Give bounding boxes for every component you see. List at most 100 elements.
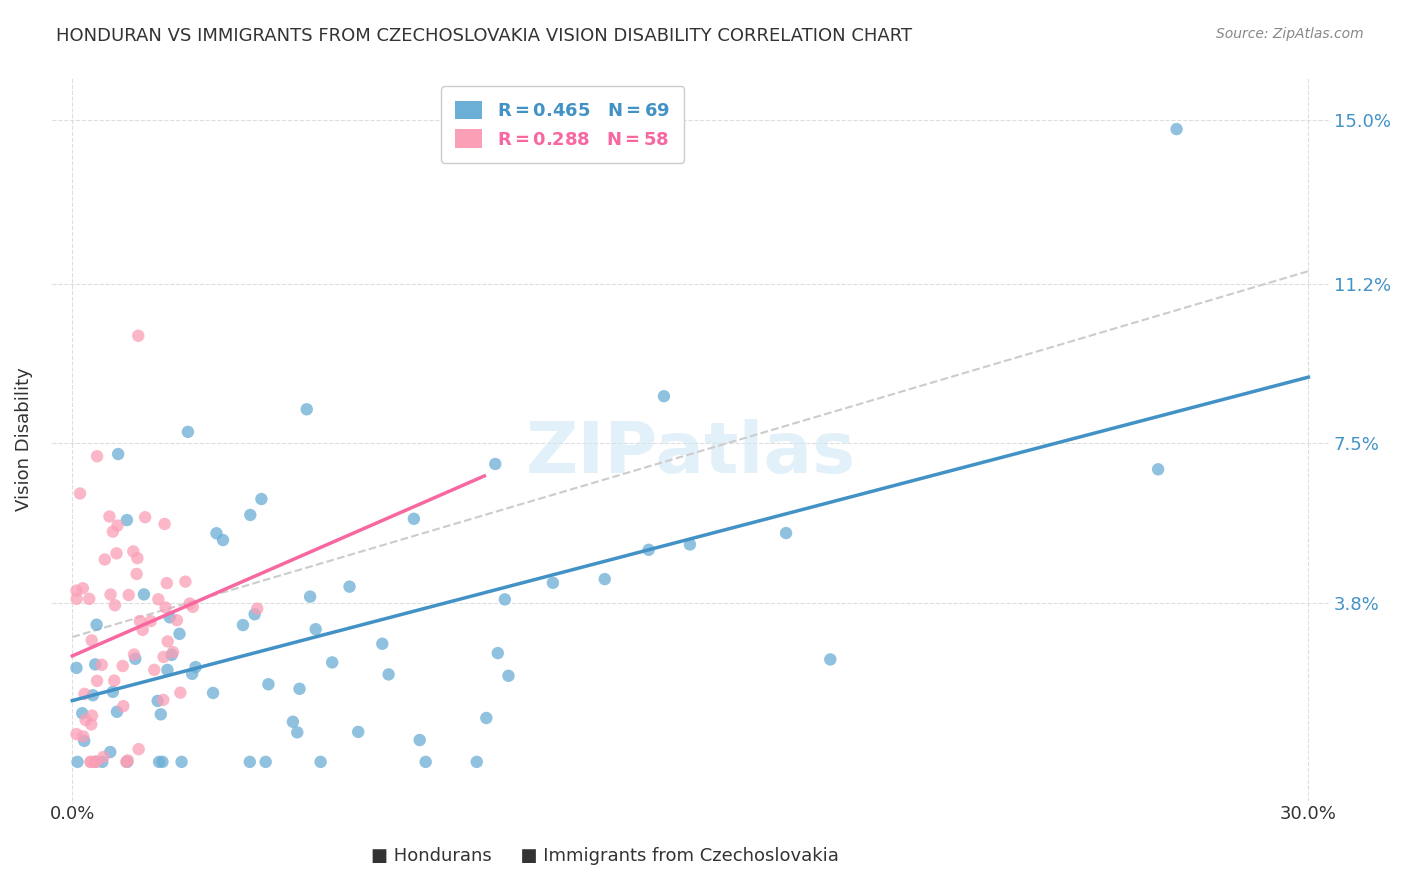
Immigrants from Czechoslovakia [169,686,191,700]
Immigrants from Czechoslovakia [153,516,176,531]
Hondurans [86,617,108,632]
Immigrants from Czechoslovakia [128,742,150,756]
Immigrants from Czechoslovakia [80,633,103,648]
Immigrants from Czechoslovakia [75,713,97,727]
Hondurans [820,652,842,666]
Hondurans [84,755,107,769]
Immigrants from Czechoslovakia [105,546,128,560]
Immigrants from Czechoslovakia [80,755,103,769]
Hondurans [257,677,280,691]
Immigrants from Czechoslovakia [69,486,91,500]
Immigrants from Czechoslovakia [111,659,134,673]
Hondurans [152,755,174,769]
Immigrants from Czechoslovakia [246,601,269,615]
Immigrants from Czechoslovakia [100,587,122,601]
Hondurans [484,457,506,471]
Immigrants from Czechoslovakia [152,693,174,707]
Hondurans [486,646,509,660]
Immigrants from Czechoslovakia [117,753,139,767]
Hondurans [402,512,425,526]
Immigrants from Czechoslovakia [125,566,148,581]
Immigrants from Czechoslovakia [152,649,174,664]
Immigrants from Czechoslovakia [115,755,138,769]
Hondurans [82,688,104,702]
Hondurans [254,755,277,769]
Hondurans [305,622,328,636]
Immigrants from Czechoslovakia [118,588,141,602]
Immigrants from Czechoslovakia [112,699,135,714]
Immigrants from Czechoslovakia [77,591,100,606]
Hondurans [146,694,169,708]
Immigrants from Czechoslovakia [65,583,87,598]
Hondurans [159,610,181,624]
Immigrants from Czechoslovakia [86,673,108,688]
Text: ■ Hondurans     ■ Immigrants from Czechoslovakia: ■ Hondurans ■ Immigrants from Czechoslov… [371,847,838,865]
Hondurans [177,425,200,439]
Immigrants from Czechoslovakia [98,509,121,524]
Immigrants from Czechoslovakia [72,730,94,744]
Immigrants from Czechoslovakia [179,597,201,611]
Hondurans [149,707,172,722]
Text: Source: ZipAtlas.com: Source: ZipAtlas.com [1216,27,1364,41]
Hondurans [212,533,235,547]
Hondurans [239,755,262,769]
Immigrants from Czechoslovakia [84,755,107,769]
Hondurans [347,725,370,739]
Immigrants from Czechoslovakia [104,599,127,613]
Immigrants from Czechoslovakia [162,645,184,659]
Hondurans [309,755,332,769]
Hondurans [637,542,659,557]
Immigrants from Czechoslovakia [80,708,103,723]
Text: HONDURAN VS IMMIGRANTS FROM CZECHOSLOVAKIA VISION DISABILITY CORRELATION CHART: HONDURAN VS IMMIGRANTS FROM CZECHOSLOVAK… [56,27,912,45]
Immigrants from Czechoslovakia [93,750,115,764]
Hondurans [652,389,675,403]
Hondurans [239,508,262,522]
Hondurans [98,745,121,759]
Hondurans [115,513,138,527]
Hondurans [679,537,702,551]
Hondurans [415,755,437,769]
Immigrants from Czechoslovakia [174,574,197,589]
Hondurans [202,686,225,700]
Hondurans [339,580,361,594]
Hondurans [494,592,516,607]
Hondurans [1166,122,1188,136]
Immigrants from Czechoslovakia [134,510,156,524]
Immigrants from Czechoslovakia [73,687,96,701]
Hondurans [160,648,183,662]
Immigrants from Czechoslovakia [139,614,162,628]
Hondurans [232,618,254,632]
Immigrants from Czechoslovakia [156,576,179,591]
Hondurans [156,663,179,677]
Hondurans [66,755,89,769]
Hondurans [281,714,304,729]
Hondurans [72,706,94,721]
Hondurans [593,572,616,586]
Hondurans [170,755,193,769]
Hondurans [498,669,520,683]
Immigrants from Czechoslovakia [143,663,166,677]
Hondurans [321,656,343,670]
Hondurans [409,733,432,747]
Immigrants from Czechoslovakia [155,600,177,615]
Hondurans [475,711,498,725]
Hondurans [65,661,87,675]
Immigrants from Czechoslovakia [79,755,101,769]
Text: ZIPatlas: ZIPatlas [526,419,855,488]
Immigrants from Czechoslovakia [128,614,150,628]
Hondurans [371,637,394,651]
Hondurans [115,755,138,769]
Immigrants from Czechoslovakia [122,648,145,662]
Hondurans [132,587,155,601]
Hondurans [541,575,564,590]
Hondurans [101,685,124,699]
Immigrants from Czechoslovakia [127,551,149,566]
Immigrants from Czechoslovakia [103,673,125,688]
Hondurans [148,755,170,769]
Hondurans [169,627,191,641]
Immigrants from Czechoslovakia [65,727,87,741]
Immigrants from Czechoslovakia [156,634,179,648]
Hondurans [285,725,308,739]
Hondurans [250,491,273,506]
Hondurans [73,734,96,748]
